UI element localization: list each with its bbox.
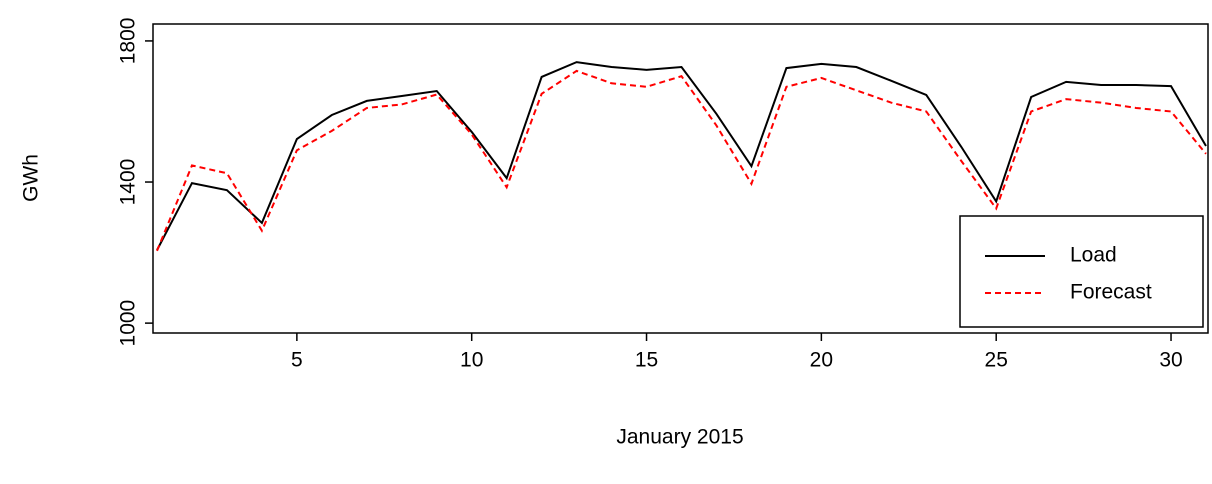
legend-label: Load [1070,244,1117,267]
x-tick-label: 30 [1159,349,1182,372]
legend-label: Forecast [1070,281,1152,304]
y-tick-label: 1800 [117,18,140,65]
series-line [156,61,1207,251]
x-tick-label: 20 [810,349,833,372]
plot-box [152,23,1209,334]
x-axis-title: January 2015 [616,426,743,449]
y-tick-label: 1400 [117,159,140,206]
y-axis-title: GWh [20,154,43,202]
x-tick-label: 25 [985,349,1008,372]
legend-box [959,215,1204,328]
series-line [156,69,1207,252]
y-tick-label: 1000 [117,300,140,347]
x-tick-label: 10 [460,349,483,372]
x-tick-label: 5 [291,349,303,372]
x-tick-label: 15 [635,349,658,372]
